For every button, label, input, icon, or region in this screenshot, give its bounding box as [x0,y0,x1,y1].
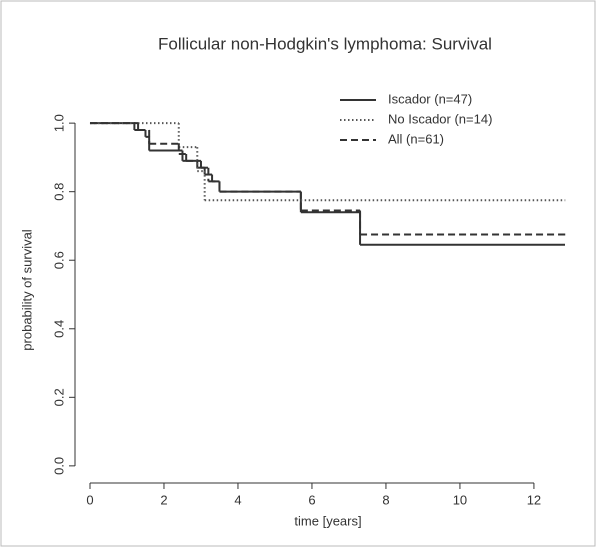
x-tick-label: 12 [527,492,541,507]
y-tick-label: 1.0 [51,114,66,132]
y-tick-label: 0.2 [51,388,66,406]
legend-label: Iscador (n=47) [388,91,472,106]
legend-label: No Iscador (n=14) [388,111,492,126]
x-tick-label: 4 [234,492,241,507]
x-tick-label: 6 [308,492,315,507]
chart-title: Follicular non-Hodgkin's lymphoma: Survi… [158,34,492,53]
x-axis-label: time [years] [294,513,361,528]
y-tick-label: 0.4 [51,320,66,338]
legend-label: All (n=61) [388,131,444,146]
x-tick-label: 0 [86,492,93,507]
y-axis-label: probability of survival [19,229,34,350]
x-tick-label: 2 [160,492,167,507]
y-tick-label: 0.6 [51,251,66,269]
y-tick-label: 0.8 [51,183,66,201]
y-tick-label: 0.0 [51,457,66,475]
x-tick-label: 8 [382,492,389,507]
x-tick-label: 10 [453,492,467,507]
